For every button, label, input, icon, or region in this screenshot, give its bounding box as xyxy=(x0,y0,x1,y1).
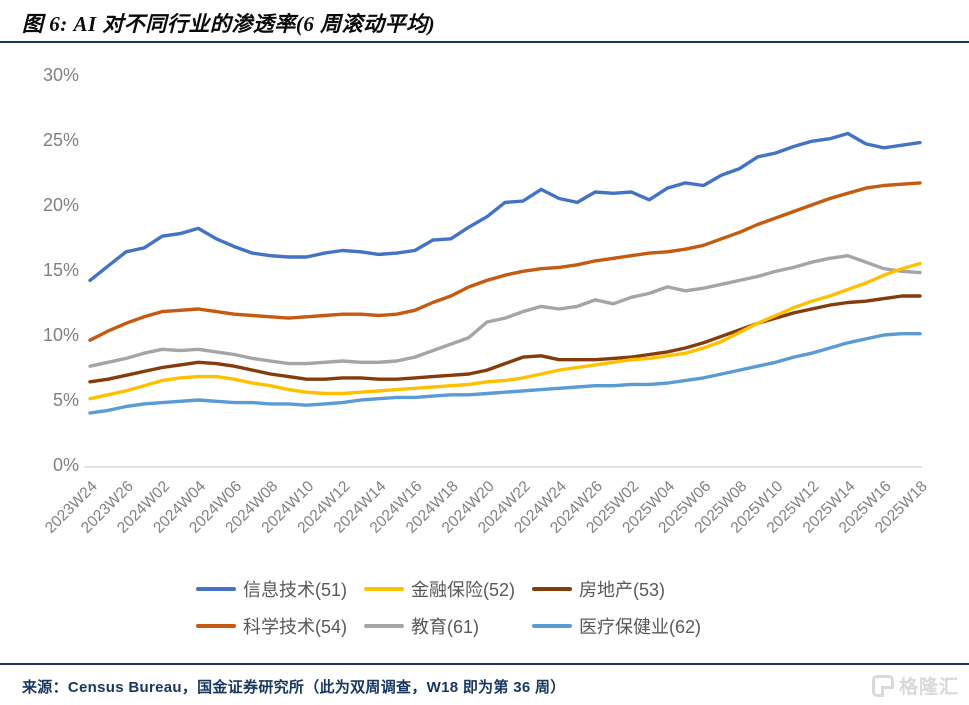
y-tick-label: 5% xyxy=(53,390,79,410)
chart-legend: 信息技术(51) 金融保险(52) 房地产(53) 科学技术(54) 教育(61) 医疗保… xyxy=(196,576,742,639)
legend-line-swatch xyxy=(196,624,236,628)
legend-line-swatch xyxy=(196,587,236,591)
series-line-信息技术(51) xyxy=(88,131,922,283)
y-tick-label: 20% xyxy=(43,195,79,215)
y-tick-label: 30% xyxy=(43,65,79,85)
figure-title: 图 6: AI 对不同行业的渗透率(6 周滚动平均) xyxy=(22,12,436,36)
y-tick-label: 25% xyxy=(43,130,79,150)
gelonghui-g-icon xyxy=(871,674,894,697)
legend-line-swatch xyxy=(532,624,572,628)
legend-item: 科学技术(54) xyxy=(196,613,364,639)
watermark-text: 格隆汇 xyxy=(898,677,959,698)
legend-label: 信息技术(51) xyxy=(243,580,348,600)
legend-label: 房地产(53) xyxy=(579,580,666,600)
title-divider xyxy=(0,41,969,43)
y-tick-label: 10% xyxy=(43,325,79,345)
legend-item: 教育(61) xyxy=(364,613,532,639)
series-line-科学技术(54) xyxy=(88,181,922,342)
watermark-logo: 格隆汇 xyxy=(871,672,959,699)
series-line-金融保险(52) xyxy=(88,261,922,401)
footer-divider xyxy=(0,663,969,665)
source-note: 来源：Census Bureau，国金证券研究所（此为双周调查，W18 即为第 … xyxy=(22,679,566,696)
legend-item: 房地产(53) xyxy=(532,576,742,602)
legend-line-swatch xyxy=(364,587,404,591)
legend-item: 信息技术(51) xyxy=(196,576,364,602)
series-line-房地产(53) xyxy=(88,294,922,384)
legend-item: 医疗保健业(62) xyxy=(532,613,742,639)
legend-label: 金融保险(52) xyxy=(411,580,516,600)
legend-label: 教育(61) xyxy=(411,617,480,637)
legend-label: 科学技术(54) xyxy=(243,617,348,637)
legend-line-swatch xyxy=(364,624,404,628)
y-tick-label: 0% xyxy=(53,455,79,475)
y-tick-label: 15% xyxy=(43,260,79,280)
series-line-医疗保健业(62) xyxy=(88,332,922,415)
legend-label: 医疗保健业(62) xyxy=(579,617,702,637)
legend-item: 金融保险(52) xyxy=(364,576,532,602)
series-line-教育(61) xyxy=(88,253,922,368)
legend-line-swatch xyxy=(532,587,572,591)
